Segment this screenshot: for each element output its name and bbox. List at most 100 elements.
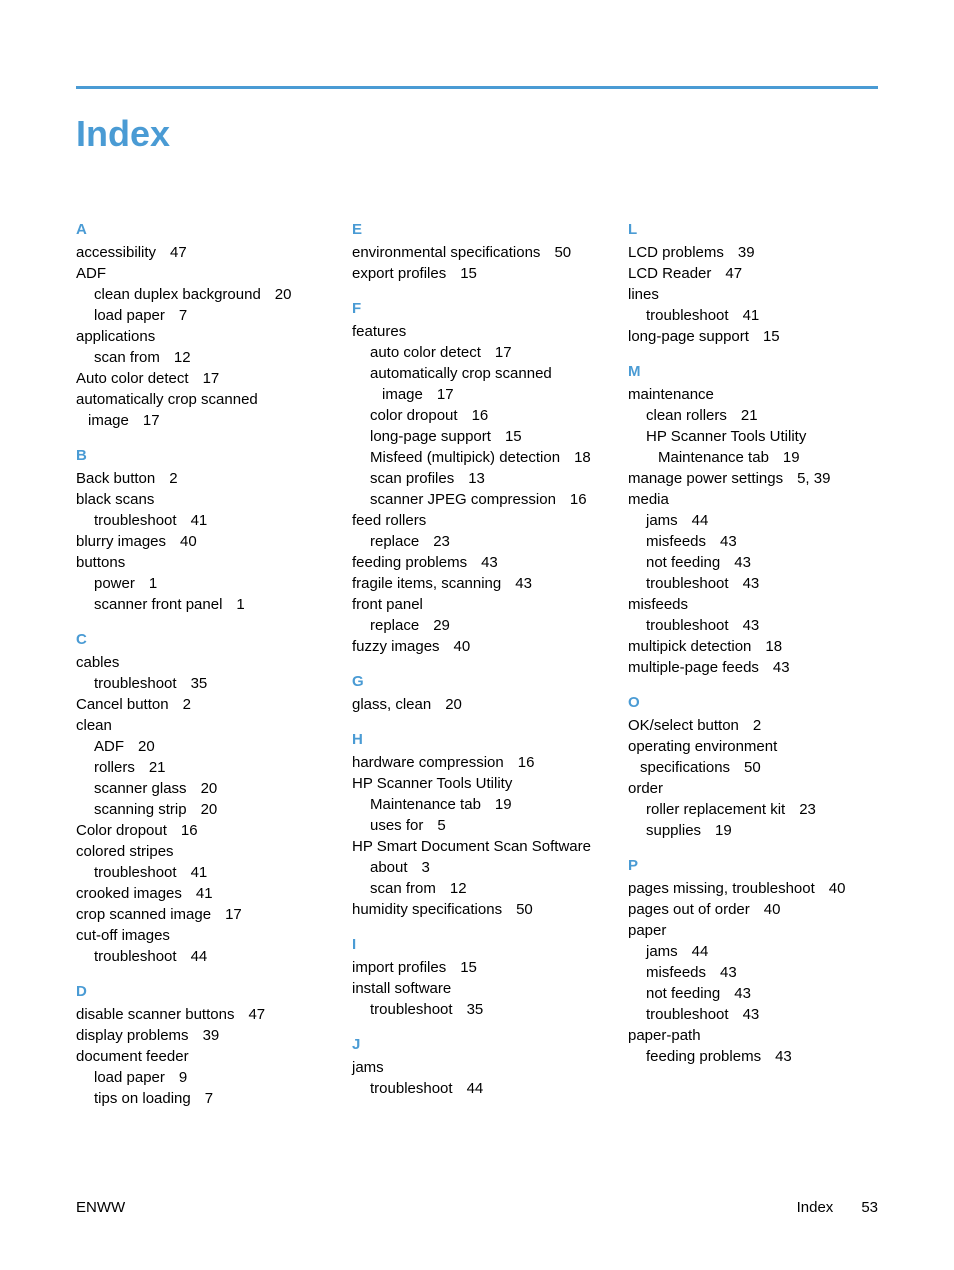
index-entry-page[interactable]: 21 [149, 759, 166, 776]
index-entry-page[interactable]: 41 [196, 885, 213, 902]
index-entry: auto color detect17 [352, 342, 602, 363]
index-entry-page[interactable]: 47 [725, 265, 742, 282]
index-entry-page[interactable]: 21 [741, 407, 758, 424]
index-letter: H [352, 729, 602, 750]
index-entry-page[interactable]: 41 [191, 864, 208, 881]
index-entry-page[interactable]: 43 [720, 964, 737, 981]
index-entry-page[interactable]: 2 [753, 717, 761, 734]
index-entry-page[interactable]: 17 [225, 906, 242, 923]
index-entry-page[interactable]: 40 [454, 638, 471, 655]
index-entry-text: scan from [94, 349, 160, 366]
index-entry-page[interactable]: 3 [422, 859, 430, 876]
index-entry-page[interactable]: 19 [783, 449, 800, 466]
index-entry-page[interactable]: 43 [775, 1048, 792, 1065]
index-entry-page[interactable]: 17 [143, 412, 160, 429]
index-entry-text: jams [646, 943, 678, 960]
index-entry-page[interactable]: 15 [763, 328, 780, 345]
index-entry-page[interactable]: 2 [169, 470, 177, 487]
index-entry-page[interactable]: 40 [764, 901, 781, 918]
index-entry-page[interactable]: 43 [481, 554, 498, 571]
index-entry-text: glass, clean [352, 696, 431, 713]
index-entry-page[interactable]: 5, 39 [797, 470, 830, 487]
index-entry-page[interactable]: 23 [799, 801, 816, 818]
index-entry-page[interactable]: 15 [460, 265, 477, 282]
index-letter: O [628, 692, 878, 713]
index-entry: automatically crop scanned image17 [352, 363, 602, 405]
index-entry-text: environmental specifications [352, 244, 540, 261]
index-entry: Color dropout16 [76, 820, 326, 841]
index-entry: Maintenance tab19 [352, 794, 602, 815]
index-entry-page[interactable]: 17 [437, 386, 454, 403]
footer-right: Index 53 [797, 1199, 878, 1216]
index-entry-page[interactable]: 40 [180, 533, 197, 550]
index-entry-page[interactable]: 43 [515, 575, 532, 592]
index-entry-page[interactable]: 18 [765, 638, 782, 655]
index-entry-page[interactable]: 15 [505, 428, 522, 445]
index-entry-page[interactable]: 39 [738, 244, 755, 261]
index-entry-page[interactable]: 13 [468, 470, 485, 487]
index-entry-page[interactable]: 43 [734, 554, 751, 571]
index-entry-page[interactable]: 41 [743, 307, 760, 324]
index-entry-page[interactable]: 39 [203, 1027, 220, 1044]
index-entry-page[interactable]: 35 [191, 675, 208, 692]
index-entry-page[interactable]: 20 [201, 780, 218, 797]
index-entry-page[interactable]: 1 [236, 596, 244, 613]
index-entry-page[interactable]: 41 [191, 512, 208, 529]
index-entry-page[interactable]: 20 [201, 801, 218, 818]
index-entry-text: rollers [94, 759, 135, 776]
index-entry-page[interactable]: 50 [554, 244, 571, 261]
index-entry-page[interactable]: 47 [248, 1006, 265, 1023]
index-entry: troubleshoot41 [76, 862, 326, 883]
index-entry-text: not feeding [646, 554, 720, 571]
index-entry-page[interactable]: 20 [138, 738, 155, 755]
index-entry-text: LCD Reader [628, 265, 711, 282]
index-entry-page[interactable]: 43 [743, 617, 760, 634]
index-entry-page[interactable]: 43 [734, 985, 751, 1002]
index-entry-page[interactable]: 29 [433, 617, 450, 634]
index-entry-page[interactable]: 44 [692, 943, 709, 960]
index-entry: supplies19 [628, 820, 878, 841]
index-entry-page[interactable]: 16 [518, 754, 535, 771]
index-entry: not feeding43 [628, 983, 878, 1004]
index-entry-page[interactable]: 19 [495, 796, 512, 813]
index-entry-page[interactable]: 43 [743, 1006, 760, 1023]
index-entry-page[interactable]: 7 [179, 307, 187, 324]
index-entry-page[interactable]: 43 [720, 533, 737, 550]
index-entry-page[interactable]: 47 [170, 244, 187, 261]
index-entry-page[interactable]: 16 [570, 491, 587, 508]
index-entry: rollers 21 [76, 757, 326, 778]
index-entry-page[interactable]: 43 [743, 575, 760, 592]
index-entry-page[interactable]: 16 [181, 822, 198, 839]
index-entry: scanner glass20 [76, 778, 326, 799]
index-entry-page[interactable]: 18 [574, 449, 591, 466]
index-entry-page[interactable]: 12 [450, 880, 467, 897]
index-entry-page[interactable]: 5 [437, 817, 445, 834]
index-entry-page[interactable]: 12 [174, 349, 191, 366]
index-entry-page[interactable]: 17 [495, 344, 512, 361]
index-entry-page[interactable]: 15 [460, 959, 477, 976]
index-entry-page[interactable]: 43 [773, 659, 790, 676]
index-entry-page[interactable]: 2 [183, 696, 191, 713]
index-entry-page[interactable]: 50 [516, 901, 533, 918]
index-entry-page[interactable]: 23 [433, 533, 450, 550]
index-entry-page[interactable]: 20 [275, 286, 292, 303]
index-entry-page[interactable]: 44 [692, 512, 709, 529]
index-entry-page[interactable]: 9 [179, 1069, 187, 1086]
index-entry: Back button2 [76, 468, 326, 489]
index-entry-page[interactable]: 40 [829, 880, 846, 897]
index-entry-page[interactable]: 44 [191, 948, 208, 965]
index-entry-page[interactable]: 50 [744, 759, 761, 776]
index-entry-text: scanning strip [94, 801, 187, 818]
index-entry-text: maintenance [628, 386, 714, 403]
index-entry-page[interactable]: 35 [467, 1001, 484, 1018]
index-entry-page[interactable]: 16 [472, 407, 489, 424]
index-entry-page[interactable]: 44 [467, 1080, 484, 1097]
index-entry-text: clean duplex background [94, 286, 261, 303]
index-entry-text: paper [628, 922, 666, 939]
index-entry-page[interactable]: 20 [445, 696, 462, 713]
index-entry-page[interactable]: 17 [203, 370, 220, 387]
index-entry-page[interactable]: 1 [149, 575, 157, 592]
index-entry: paper [628, 920, 878, 941]
index-entry-page[interactable]: 19 [715, 822, 732, 839]
index-entry-page[interactable]: 7 [205, 1090, 213, 1107]
